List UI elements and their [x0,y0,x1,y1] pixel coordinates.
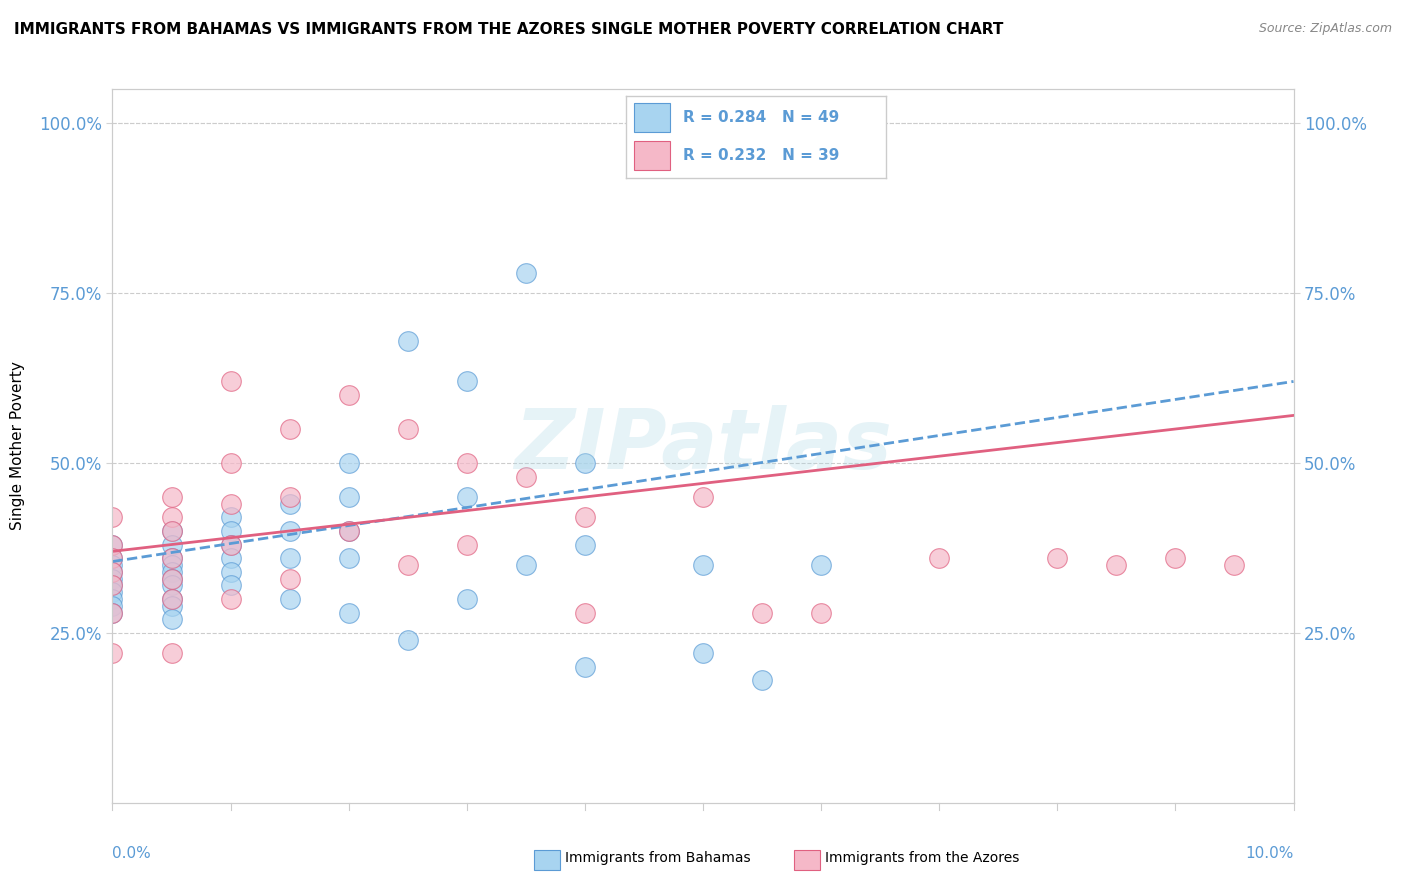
Point [160,578,183,592]
Point [219,375,242,389]
Point [1164,551,1187,566]
Point [396,334,419,348]
Point [160,612,183,626]
Point [219,565,242,579]
Point [810,558,832,572]
Point [101,551,124,566]
Point [101,558,124,572]
Point [160,558,183,572]
Point [928,551,950,566]
Point [574,456,596,470]
Text: ZIPatlas: ZIPatlas [515,406,891,486]
Point [101,578,124,592]
Point [219,551,242,566]
Point [456,537,478,551]
Point [160,591,183,606]
Text: 10.0%: 10.0% [1246,846,1294,861]
Text: Source: ZipAtlas.com: Source: ZipAtlas.com [1258,22,1392,36]
Point [219,510,242,524]
Point [515,266,537,280]
Point [337,490,360,504]
Point [160,599,183,613]
Point [456,591,478,606]
Point [337,524,360,538]
Point [278,422,301,436]
Y-axis label: Single Mother Poverty: Single Mother Poverty [10,361,25,531]
Point [160,572,183,586]
Point [751,606,773,620]
Point [692,646,714,660]
Point [101,537,124,551]
Point [574,537,596,551]
Point [219,497,242,511]
Point [219,537,242,551]
Point [101,572,124,586]
Point [160,572,183,586]
Point [101,591,124,606]
Point [692,490,714,504]
Point [101,578,124,592]
Text: Immigrants from the Azores: Immigrants from the Azores [825,851,1019,865]
Point [101,606,124,620]
Point [278,551,301,566]
Text: Immigrants from Bahamas: Immigrants from Bahamas [565,851,751,865]
Point [160,551,183,566]
Point [101,551,124,566]
Point [574,606,596,620]
Point [515,469,537,483]
Point [456,375,478,389]
Text: 0.0%: 0.0% [112,846,152,861]
Point [160,591,183,606]
Point [337,524,360,538]
Point [337,456,360,470]
Point [160,524,183,538]
Point [160,551,183,566]
Point [456,490,478,504]
Point [337,388,360,402]
Point [160,524,183,538]
Point [337,551,360,566]
Point [396,422,419,436]
Point [101,565,124,579]
Point [278,490,301,504]
Point [751,673,773,688]
Point [219,537,242,551]
Point [810,606,832,620]
Point [160,537,183,551]
Point [101,585,124,599]
Text: IMMIGRANTS FROM BAHAMAS VS IMMIGRANTS FROM THE AZORES SINGLE MOTHER POVERTY CORR: IMMIGRANTS FROM BAHAMAS VS IMMIGRANTS FR… [14,22,1004,37]
Point [337,606,360,620]
Point [396,632,419,647]
Point [160,510,183,524]
Point [219,578,242,592]
Point [278,591,301,606]
Point [1223,558,1246,572]
Point [101,599,124,613]
Point [101,606,124,620]
Point [1105,558,1128,572]
Point [219,591,242,606]
Point [692,558,714,572]
Point [219,524,242,538]
Point [219,456,242,470]
Point [101,510,124,524]
Point [278,497,301,511]
Point [160,565,183,579]
Point [574,660,596,674]
Point [456,456,478,470]
Point [101,537,124,551]
Point [574,510,596,524]
Point [101,565,124,579]
Point [396,558,419,572]
Point [278,572,301,586]
Point [1046,551,1069,566]
Point [278,524,301,538]
Point [160,490,183,504]
Point [101,646,124,660]
Point [160,646,183,660]
Point [515,558,537,572]
